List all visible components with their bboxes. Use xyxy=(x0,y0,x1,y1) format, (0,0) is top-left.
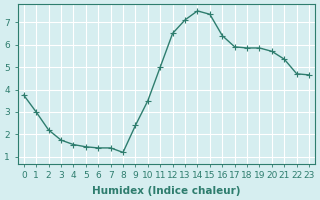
X-axis label: Humidex (Indice chaleur): Humidex (Indice chaleur) xyxy=(92,186,241,196)
